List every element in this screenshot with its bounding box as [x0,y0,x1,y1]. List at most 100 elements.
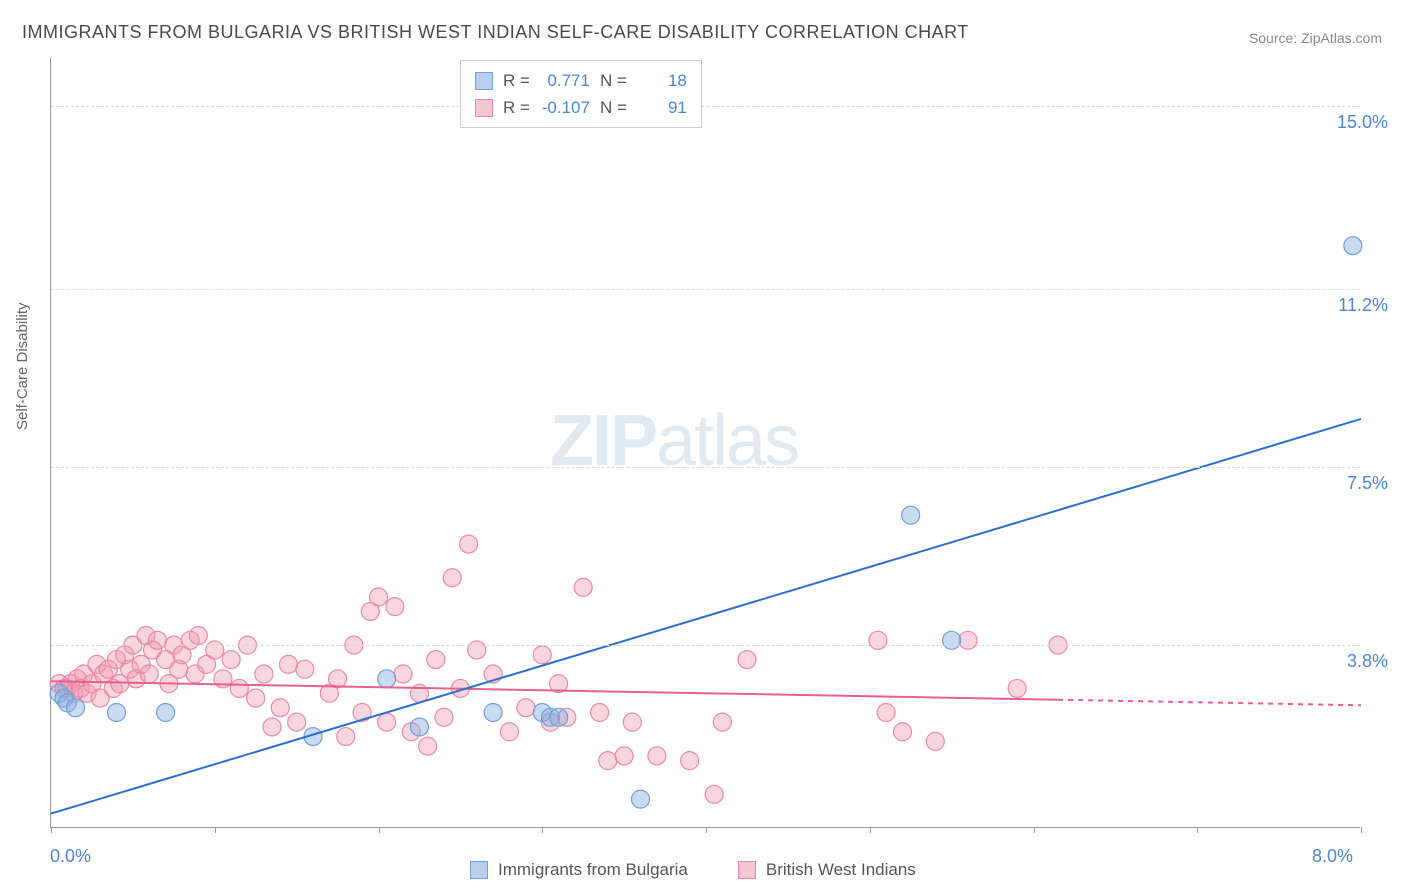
scatter-point [263,718,281,736]
scatter-point [296,660,314,678]
stat-r-value: 0.771 [540,67,590,94]
scatter-point [148,631,166,649]
gridline-horizontal [51,289,1360,290]
plot-area [50,58,1360,828]
scatter-point [713,713,731,731]
x-tick [215,827,216,833]
legend-swatch-blue [475,72,493,90]
stat-n-label: N = [600,67,627,94]
scatter-point [206,641,224,659]
scatter-point [468,641,486,659]
legend-swatch-pink [475,99,493,117]
scatter-point [632,790,650,808]
scatter-point [288,713,306,731]
scatter-point [394,665,412,683]
scatter-point [189,627,207,645]
source-value: ZipAtlas.com [1301,30,1382,46]
scatter-point [902,506,920,524]
stat-n-label: N = [600,94,627,121]
scatter-point [271,699,289,717]
x-tick [706,827,707,833]
source-attribution: Source: ZipAtlas.com [1249,30,1382,46]
scatter-point [599,752,617,770]
scatter-point [517,699,535,717]
scatter-point [1008,679,1026,697]
stat-r-label: R = [503,94,530,121]
stat-r-value: -0.107 [540,94,590,121]
scatter-point [279,655,297,673]
legend-stats-box: R = 0.771 N = 18 R = -0.107 N = 91 [460,60,702,128]
scatter-point [108,704,126,722]
scatter-point [738,651,756,669]
scatter-point [443,569,461,587]
scatter-point [894,723,912,741]
y-tick-label: 11.2% [1338,295,1388,316]
y-axis-label: Self-Care Disability [14,302,31,430]
scatter-point [959,631,977,649]
scatter-point [623,713,641,731]
x-tick [870,827,871,833]
legend-bottom: Immigrants from Bulgaria British West In… [470,860,916,880]
trend-line [51,419,1361,814]
legend-stats-row: R = 0.771 N = 18 [475,67,687,94]
scatter-point [222,651,240,669]
scatter-point [943,631,961,649]
gridline-horizontal [51,467,1360,468]
scatter-point [337,728,355,746]
legend-label: Immigrants from Bulgaria [498,860,688,880]
stat-r-label: R = [503,67,530,94]
legend-swatch-blue [470,861,488,879]
scatter-point [378,713,396,731]
scatter-point [591,704,609,722]
scatter-point [157,704,175,722]
x-tick-label: 0.0% [50,846,91,867]
scatter-point [648,747,666,765]
scatter-point [501,723,519,741]
scatter-point [370,588,388,606]
x-tick [1034,827,1035,833]
y-tick-label: 7.5% [1347,473,1388,494]
scatter-point [329,670,347,688]
gridline-horizontal [51,106,1360,107]
y-tick-label: 15.0% [1337,112,1388,133]
y-tick-label: 3.8% [1347,651,1388,672]
x-tick [379,827,380,833]
legend-swatch-pink [738,861,756,879]
scatter-point [615,747,633,765]
scatter-point [427,651,445,669]
x-tick [1361,827,1362,833]
scatter-point [378,670,396,688]
scatter-point [705,785,723,803]
scatter-point [230,679,248,697]
scatter-point [574,578,592,596]
x-tick [542,827,543,833]
stat-n-value: 18 [637,67,687,94]
x-tick-label: 8.0% [1312,846,1353,867]
x-tick [51,827,52,833]
scatter-point [926,732,944,750]
scatter-point [877,704,895,722]
gridline-horizontal [51,645,1360,646]
source-label: Source: [1249,30,1297,46]
legend-stats-row: R = -0.107 N = 91 [475,94,687,121]
scatter-point [460,535,478,553]
scatter-point [247,689,265,707]
scatter-point [140,665,158,683]
scatter-point [419,737,437,755]
x-tick [1197,827,1198,833]
chart-svg [51,58,1360,827]
scatter-point [435,708,453,726]
legend-item: British West Indians [738,860,916,880]
scatter-point [67,699,85,717]
scatter-point [869,631,887,649]
legend-label: British West Indians [766,860,916,880]
scatter-point [550,708,568,726]
scatter-point [386,598,404,616]
scatter-point [1344,237,1362,255]
stat-n-value: 91 [637,94,687,121]
trend-line-extrapolated [1058,700,1361,706]
scatter-point [410,718,428,736]
scatter-point [681,752,699,770]
scatter-point [484,704,502,722]
scatter-point [255,665,273,683]
